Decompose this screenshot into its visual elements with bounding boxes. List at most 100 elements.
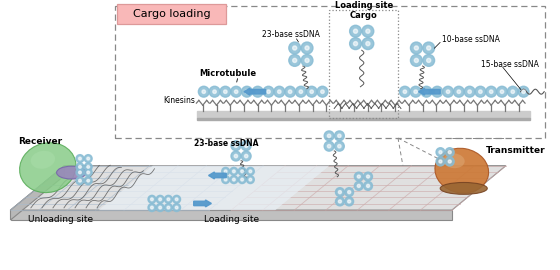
Circle shape [222, 176, 230, 184]
Text: Loading site: Loading site [204, 215, 259, 224]
Circle shape [414, 46, 418, 50]
Circle shape [423, 55, 435, 66]
Circle shape [324, 141, 334, 151]
Circle shape [175, 206, 178, 209]
Circle shape [410, 55, 422, 66]
Circle shape [335, 197, 344, 206]
Circle shape [256, 90, 259, 93]
Bar [329, 10, 398, 118]
Circle shape [363, 172, 372, 181]
Polygon shape [99, 166, 329, 210]
Circle shape [439, 151, 442, 154]
Circle shape [348, 200, 351, 203]
Circle shape [76, 168, 84, 176]
Circle shape [209, 86, 220, 97]
Circle shape [328, 134, 331, 138]
Circle shape [278, 90, 281, 93]
Circle shape [306, 86, 317, 97]
Circle shape [399, 86, 410, 97]
Circle shape [511, 90, 515, 93]
Bar [197, 118, 530, 120]
Circle shape [230, 176, 238, 184]
Circle shape [475, 86, 486, 97]
Circle shape [148, 204, 156, 211]
FancyArrow shape [208, 172, 226, 179]
Circle shape [500, 90, 504, 93]
Text: Cargo: Cargo [350, 11, 377, 20]
Circle shape [421, 86, 432, 97]
Circle shape [424, 90, 428, 93]
FancyBboxPatch shape [117, 4, 226, 24]
Text: Transmitter: Transmitter [486, 146, 546, 156]
Circle shape [296, 86, 306, 97]
Circle shape [151, 198, 153, 201]
Circle shape [223, 90, 227, 93]
Circle shape [232, 178, 235, 181]
Circle shape [84, 177, 92, 185]
Circle shape [518, 86, 529, 97]
Circle shape [78, 171, 81, 174]
Circle shape [468, 90, 472, 93]
Circle shape [78, 157, 81, 160]
FancyArrow shape [244, 88, 265, 95]
Polygon shape [11, 166, 64, 220]
Circle shape [366, 29, 370, 33]
Circle shape [245, 90, 249, 93]
Circle shape [274, 86, 284, 97]
Circle shape [241, 141, 251, 151]
Circle shape [348, 191, 351, 194]
Circle shape [241, 151, 251, 161]
Circle shape [366, 42, 370, 46]
Circle shape [522, 90, 525, 93]
Circle shape [349, 25, 361, 37]
Circle shape [432, 86, 442, 97]
Circle shape [436, 90, 439, 93]
Circle shape [224, 178, 227, 181]
Circle shape [172, 195, 180, 203]
Circle shape [284, 86, 296, 97]
Circle shape [231, 141, 241, 151]
Circle shape [167, 206, 170, 209]
Circle shape [349, 38, 361, 50]
Circle shape [289, 55, 301, 66]
Circle shape [446, 90, 450, 93]
Circle shape [246, 176, 254, 184]
Circle shape [198, 86, 209, 97]
Text: 23-base ssDNA: 23-base ssDNA [262, 30, 320, 39]
Circle shape [335, 188, 344, 197]
Bar [197, 112, 530, 118]
Circle shape [338, 200, 342, 203]
Text: Kinesins: Kinesins [163, 96, 195, 105]
Circle shape [486, 86, 497, 97]
Circle shape [445, 157, 454, 166]
Circle shape [238, 167, 246, 175]
Circle shape [439, 160, 442, 163]
Circle shape [87, 157, 90, 160]
Circle shape [234, 144, 237, 147]
Ellipse shape [31, 151, 55, 169]
Circle shape [238, 176, 246, 184]
Circle shape [245, 144, 248, 147]
Circle shape [357, 175, 360, 178]
Ellipse shape [20, 143, 76, 193]
Circle shape [87, 179, 90, 182]
Circle shape [249, 170, 252, 173]
Circle shape [231, 86, 241, 97]
Text: Unloading site: Unloading site [28, 215, 94, 224]
Text: 15-base ssDNA: 15-base ssDNA [482, 60, 539, 69]
Circle shape [442, 86, 454, 97]
Text: 23-base ssDNA: 23-base ssDNA [194, 139, 259, 147]
Circle shape [165, 195, 172, 203]
Circle shape [245, 154, 248, 158]
Circle shape [321, 90, 324, 93]
Circle shape [213, 90, 216, 93]
Circle shape [241, 170, 244, 173]
Circle shape [353, 42, 358, 46]
Circle shape [156, 195, 164, 203]
Circle shape [403, 90, 407, 93]
Circle shape [366, 175, 370, 178]
Circle shape [310, 90, 314, 93]
Circle shape [362, 38, 374, 50]
Circle shape [448, 151, 451, 154]
Circle shape [222, 167, 230, 175]
